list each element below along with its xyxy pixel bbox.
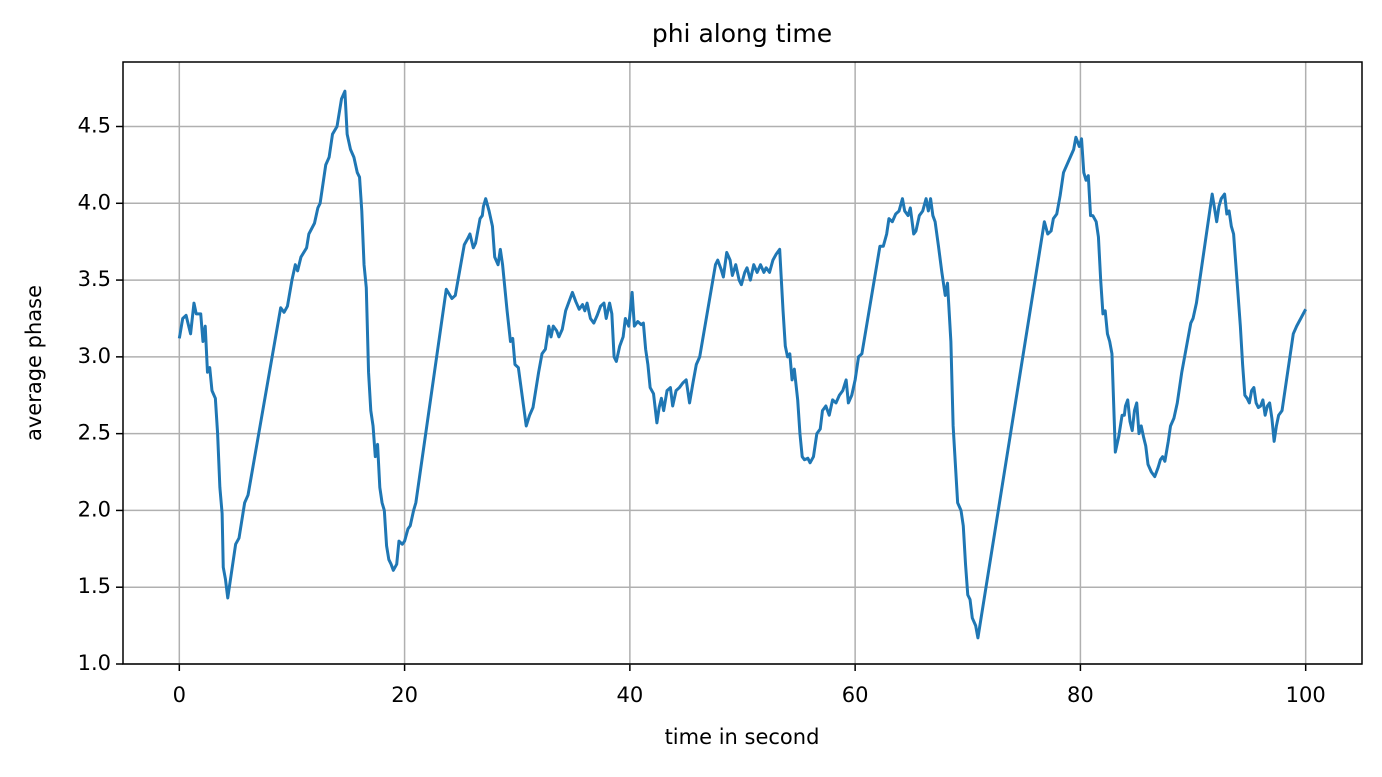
- plot-frame: [122, 61, 1363, 665]
- y-tick-label: 2.5: [78, 421, 111, 445]
- x-tick-label: 40: [616, 683, 643, 707]
- chart-title: phi along time: [652, 19, 832, 48]
- x-tick-label: 80: [1067, 683, 1094, 707]
- data-line: [177, 89, 1308, 640]
- y-tick-label: 3.5: [78, 267, 111, 291]
- y-tick-label: 1.5: [78, 574, 111, 598]
- x-tick-label: 60: [842, 683, 869, 707]
- x-tick-label: 20: [391, 683, 418, 707]
- y-tick-label: 3.0: [78, 344, 111, 368]
- y-tick-label: 1.0: [78, 651, 111, 675]
- x-tick-label: 0: [173, 683, 186, 707]
- y-axis-label: average phase: [22, 285, 46, 441]
- y-tick-label: 4.5: [78, 114, 111, 138]
- x-axis-label: time in second: [665, 725, 820, 749]
- y-tick-label: 4.0: [78, 190, 111, 214]
- y-tick-label: 2.0: [78, 497, 111, 521]
- x-tick-label: 100: [1286, 683, 1326, 707]
